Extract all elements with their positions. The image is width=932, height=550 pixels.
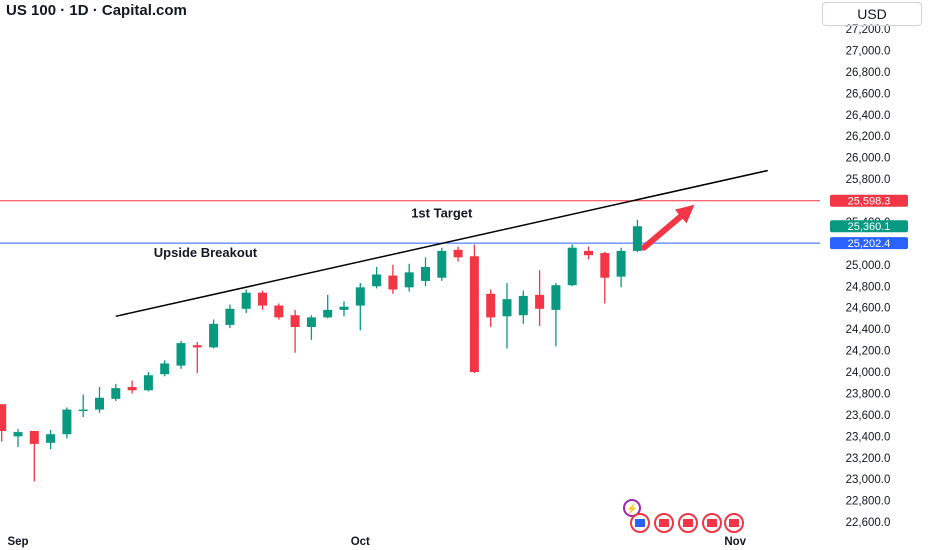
price-tick-label: 23,200.0 xyxy=(846,453,891,465)
candle-body xyxy=(29,431,39,444)
candle-body xyxy=(160,363,170,375)
price-tick-label: 24,400.0 xyxy=(846,324,891,336)
candle-body xyxy=(339,306,349,310)
arrow-head-icon xyxy=(674,204,695,224)
candle-body xyxy=(486,293,496,318)
flash-event-glyph: ⚡ xyxy=(626,502,638,515)
candle-body xyxy=(355,287,365,306)
price-tick-label: 26,000.0 xyxy=(846,153,891,165)
candle-body xyxy=(584,250,593,256)
price-tick-label: 22,600.0 xyxy=(846,517,891,529)
candle-body xyxy=(111,388,121,399)
price-tag xyxy=(830,237,908,250)
candle-body xyxy=(372,274,382,287)
candle-body xyxy=(0,404,7,431)
price-tag xyxy=(830,220,908,233)
candle-body xyxy=(567,247,577,286)
chart-annotation: 1st Target xyxy=(411,205,473,220)
price-tick-label: 26,400.0 xyxy=(846,110,891,122)
us-flag-event-fill xyxy=(707,519,717,527)
price-tick-label: 25,000.0 xyxy=(846,260,891,272)
price-tick-label: 24,600.0 xyxy=(846,303,891,315)
candle-body xyxy=(616,250,626,277)
candle-body xyxy=(404,272,414,288)
price-tick-label: 22,800.0 xyxy=(846,496,891,508)
us-flag-event-fill xyxy=(659,519,669,527)
candle-body xyxy=(258,292,267,306)
price-tag-label: 25,598.3 xyxy=(848,196,891,208)
flash-event-icon xyxy=(623,499,641,517)
candle-body xyxy=(95,397,104,410)
candle-body xyxy=(225,308,235,325)
price-tag xyxy=(830,194,908,207)
price-tick-label: 27,200.0 xyxy=(846,24,891,36)
time-axis-label: Oct xyxy=(351,536,370,548)
price-tick-label: 24,800.0 xyxy=(846,281,891,293)
candle-body xyxy=(388,275,398,290)
us-flag-event-fill xyxy=(683,519,693,527)
candle-body xyxy=(209,323,219,348)
candle-body xyxy=(46,434,56,443)
price-tick-label: 26,600.0 xyxy=(846,88,891,100)
price-tick-label: 27,000.0 xyxy=(846,45,891,57)
currency-selector[interactable]: USD xyxy=(822,2,922,26)
price-tick-label: 24,200.0 xyxy=(846,346,891,358)
candle-body xyxy=(469,256,479,373)
chart-annotation: Upside Breakout xyxy=(154,245,258,260)
candle-body xyxy=(176,343,186,366)
price-tick-label: 24,000.0 xyxy=(846,367,891,379)
price-tick-label: 23,400.0 xyxy=(846,431,891,443)
candle-body xyxy=(290,315,300,328)
price-tick-label: 23,000.0 xyxy=(846,474,891,486)
price-tick-label: 26,800.0 xyxy=(846,67,891,79)
arrow-icon xyxy=(640,213,684,251)
price-tick-label: 23,600.0 xyxy=(846,410,891,422)
candle-body xyxy=(127,387,137,391)
candle-body xyxy=(192,345,202,348)
candle-body xyxy=(323,309,333,318)
chart-title: US 100 · 1D · Capital.com xyxy=(6,2,187,19)
candle-body xyxy=(502,299,512,317)
candle-body xyxy=(600,253,610,278)
candle-body xyxy=(241,292,251,309)
candle-body xyxy=(274,305,284,318)
candle-body xyxy=(551,285,561,310)
time-axis-label: Sep xyxy=(7,536,28,548)
candle-body xyxy=(13,432,23,437)
candle-body xyxy=(632,226,642,251)
price-tag-label: 25,202.4 xyxy=(848,238,891,250)
candle-body xyxy=(62,409,72,435)
price-tick-label: 26,200.0 xyxy=(846,131,891,143)
us-flag-event-fill xyxy=(729,519,739,527)
candle-body xyxy=(518,295,528,316)
time-axis-label: Nov xyxy=(724,536,746,548)
candle-body xyxy=(437,250,447,278)
candle-body xyxy=(453,249,463,258)
trendline xyxy=(115,169,768,318)
us-flag-event-fill xyxy=(635,519,645,527)
price-tick-label: 25,800.0 xyxy=(846,174,891,186)
candle-body xyxy=(421,266,430,281)
candle-body xyxy=(306,317,316,328)
candle-body xyxy=(78,409,88,412)
candle-body xyxy=(143,375,153,391)
price-tick-label: 23,800.0 xyxy=(846,388,891,400)
candle-body xyxy=(535,294,545,309)
price-tag-label: 25,360.1 xyxy=(848,221,891,233)
